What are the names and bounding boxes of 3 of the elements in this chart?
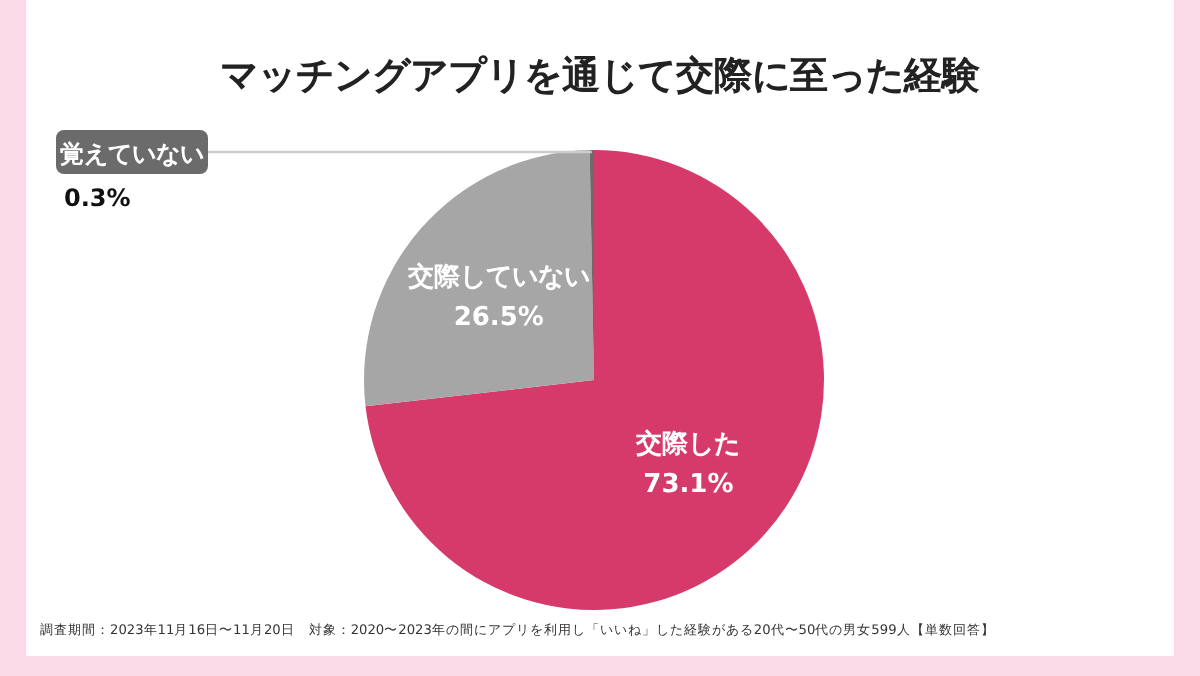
chart-title: マッチングアプリを通じて交際に至った経験 xyxy=(220,54,982,98)
data-label: 0.3% xyxy=(64,184,131,212)
slice-label: 覚えていない xyxy=(60,140,204,168)
